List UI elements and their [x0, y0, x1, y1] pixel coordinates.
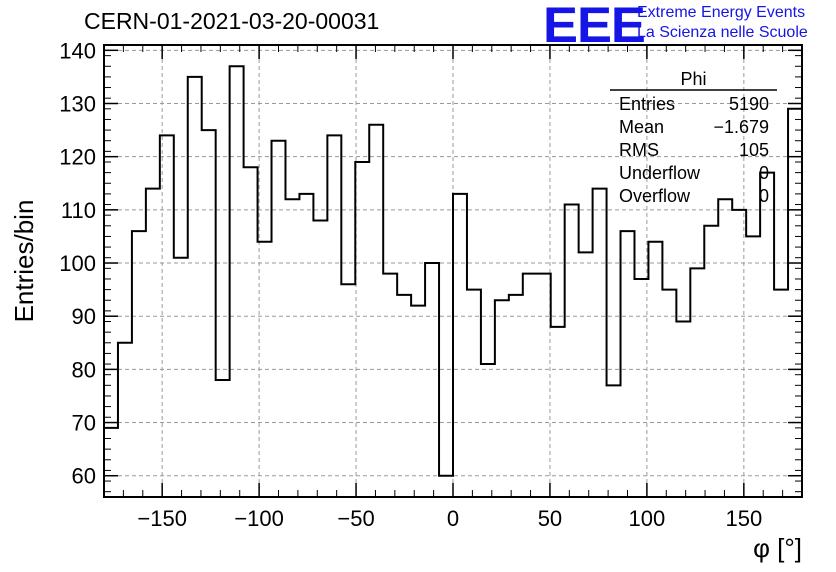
y-tick-label: 110 [61, 198, 96, 223]
stats-title: Phi [680, 69, 706, 89]
x-tick-label: 150 [725, 506, 762, 531]
x-tick-label: 100 [629, 506, 666, 531]
y-tick-label: 120 [59, 145, 96, 170]
stats-row-label: Overflow [619, 186, 691, 206]
stats-row-label: Mean [619, 117, 664, 137]
stats-row-label: RMS [619, 140, 659, 160]
histogram-outline [103, 65, 803, 497]
y-tick-label: 100 [59, 251, 96, 276]
y-tick-label: 60 [72, 464, 96, 489]
y-axis-label: Entries/bin [9, 200, 39, 323]
stats-row-value: 105 [739, 140, 769, 160]
y-tick-label: 90 [72, 304, 96, 329]
y-tick-label: 70 [72, 411, 96, 436]
eee-logo: EEE [543, 0, 646, 53]
stats-row-value: 5190 [729, 94, 769, 114]
stats-row-label: Underflow [619, 163, 701, 183]
y-tick-label: 80 [72, 357, 96, 382]
x-tick-label: −50 [337, 506, 374, 531]
logo-subtitle-line1: Extreme Energy Events [637, 4, 806, 21]
y-tick-label: 130 [59, 91, 96, 116]
chart-title: CERN-01-2021-03-20-00031 [84, 8, 380, 34]
x-tick-label: −100 [234, 506, 284, 531]
stats-row-value: 0 [759, 186, 769, 206]
stats-row-value: −1.679 [713, 117, 769, 137]
x-axis-label: φ [°] [753, 533, 802, 563]
x-tick-label: −150 [137, 506, 187, 531]
x-tick-label: 0 [447, 506, 459, 531]
logo-subtitle-line2: La Scienza nelle Scuole [637, 24, 808, 41]
stats-row-label: Entries [619, 94, 675, 114]
axis-ticks: −150 −100 −50 0 50 100 150 60 70 80 90 100 110 120 130… [59, 38, 803, 531]
y-tick-label: 140 [59, 38, 96, 63]
x-tick-label: 50 [538, 506, 562, 531]
stats-row-value: 0 [759, 163, 769, 183]
